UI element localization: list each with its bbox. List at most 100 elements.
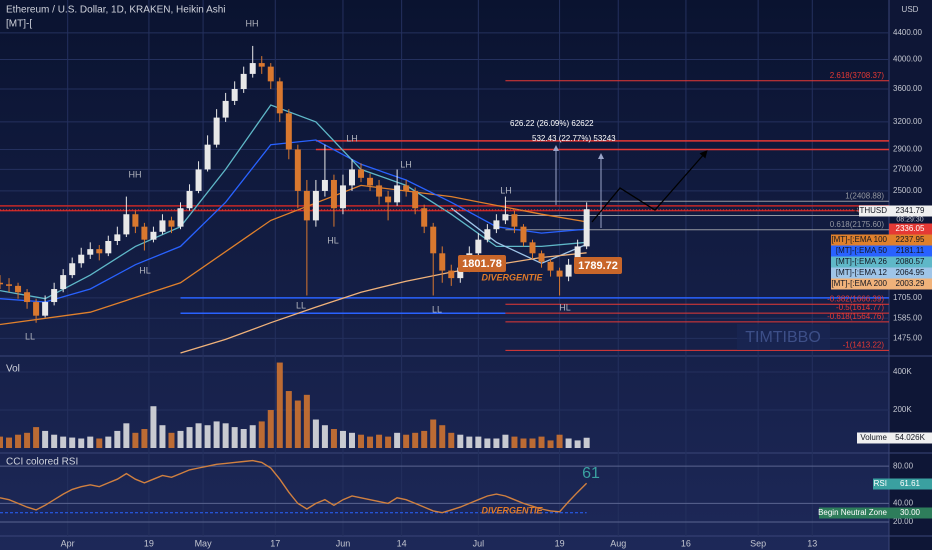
volume-bar — [42, 430, 49, 448]
pane-title: CCI colored RSI — [6, 457, 78, 468]
volume-bar — [276, 362, 283, 448]
y-tick-label: 80.00 — [893, 461, 914, 470]
x-tick-label: 19 — [144, 538, 154, 548]
tag-value-box — [889, 245, 932, 257]
candle-body — [60, 275, 67, 290]
candle-body — [240, 73, 247, 90]
candle-body — [258, 63, 265, 67]
candle-body — [403, 185, 410, 191]
tag-name: [MT]-[:EMA 50 — [836, 246, 888, 255]
y-tick-label: 2500.00 — [893, 186, 922, 195]
candle-body — [484, 229, 491, 240]
swing-label: LH — [400, 159, 412, 169]
y-tick-label: 4000.00 — [893, 55, 922, 64]
axis-unit: USD — [902, 5, 919, 14]
candle-body — [358, 169, 365, 178]
volume-bar — [439, 425, 446, 448]
tag-name-box — [831, 278, 889, 290]
candle-body — [312, 190, 319, 221]
tag-name-box — [857, 432, 889, 444]
tag-name-box — [873, 478, 889, 490]
volume-bar — [367, 436, 374, 448]
candle-body — [6, 284, 13, 286]
candle-body — [376, 185, 383, 197]
swing-label: LH — [346, 133, 358, 143]
volume-bar — [0, 436, 3, 448]
volume-bar — [565, 438, 572, 448]
candle-body — [448, 270, 455, 279]
volume-bar — [87, 436, 94, 448]
candle-body — [96, 249, 103, 254]
volume-bar — [348, 432, 355, 448]
candle-body — [430, 226, 437, 254]
price-box — [458, 255, 506, 272]
divergence-label: DIVERGENTIE — [481, 272, 543, 282]
candle-body — [421, 208, 428, 227]
candle-body — [339, 185, 346, 209]
x-tick-label: Apr — [61, 538, 75, 548]
volume-bar — [69, 437, 76, 448]
candle-body — [529, 242, 536, 254]
volume-bar — [51, 434, 58, 448]
candle-body — [195, 169, 202, 191]
volume-bar — [186, 427, 193, 448]
volume-bar — [475, 436, 482, 448]
fib-label: 0.618(2175.60) — [830, 220, 885, 229]
candle-body — [231, 89, 238, 101]
volume-bar — [520, 438, 527, 448]
swing-label: LL — [432, 304, 442, 314]
divergence-label: DIVERGENTIE — [481, 505, 543, 515]
candle-body — [538, 253, 545, 262]
tag-name: [MT]-[:EMA 26 — [836, 257, 888, 266]
candle-body — [42, 302, 49, 316]
volume-bar — [24, 432, 31, 448]
candle-body — [348, 169, 355, 186]
volume-bar — [430, 419, 437, 448]
volume-bar — [123, 423, 130, 448]
candle-body — [150, 231, 157, 240]
candle-body — [547, 261, 554, 271]
tag-name: [MT]-[:EMA 200 — [831, 279, 887, 288]
volume-bar — [6, 437, 13, 448]
pane-title: Vol — [6, 364, 20, 375]
rsi-line — [0, 459, 588, 514]
countdown: 08:29:30 — [896, 216, 923, 223]
candle-body — [105, 240, 112, 254]
volume-bar — [321, 425, 328, 448]
tag-value-box — [889, 256, 932, 268]
candle-body — [412, 190, 419, 209]
volume-bar — [267, 410, 274, 448]
volume-bar — [502, 434, 509, 448]
tag-value-box — [889, 507, 932, 519]
candle-body — [159, 220, 166, 232]
y-tick-label: 3200.00 — [893, 117, 922, 126]
tag-name: [MT]-[:EMA 100 — [831, 235, 887, 244]
tag-value-box — [889, 223, 932, 235]
volume-bar — [457, 434, 464, 448]
tag-value: 2003.29 — [896, 279, 925, 288]
tag-value-box — [889, 432, 932, 444]
candle-body — [177, 208, 184, 227]
tag-value: 2181.11 — [896, 246, 925, 255]
candle-body — [51, 289, 58, 303]
volume-bar — [448, 432, 455, 448]
volume-bar — [141, 429, 148, 448]
tag-value: 2237.95 — [896, 235, 925, 244]
measure-label: 626.22 (26.09%) 62622 — [510, 119, 594, 128]
swing-label: HH — [246, 18, 259, 28]
volume-bar — [403, 434, 410, 448]
ema-line — [180, 252, 587, 354]
volume-bar — [358, 434, 365, 448]
tag-value-box — [889, 205, 932, 217]
x-tick-label: Jul — [473, 538, 485, 548]
tag-value: 54.026K — [895, 433, 925, 442]
candle-body — [294, 149, 301, 191]
candle-body — [385, 196, 392, 203]
candle-body — [502, 214, 509, 221]
fib-label: 2.618(3708.37) — [830, 71, 885, 80]
tag-value: 2080.57 — [896, 257, 925, 266]
y-tick-label: 1705.00 — [893, 293, 922, 302]
candle-body — [511, 214, 518, 227]
volume-bar — [412, 432, 419, 448]
